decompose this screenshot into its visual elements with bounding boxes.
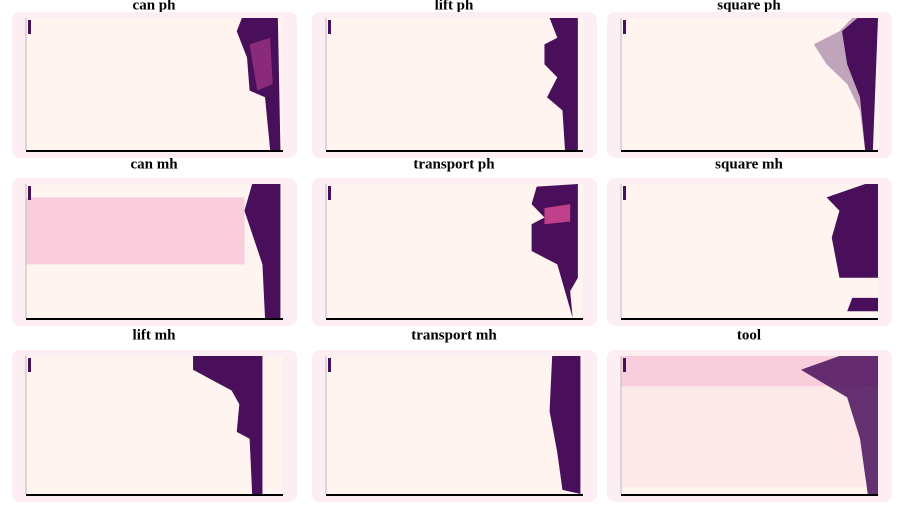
heatmap-panel: square mh bbox=[607, 156, 892, 326]
panel-title: square mh bbox=[715, 156, 783, 172]
heatmap-area bbox=[326, 18, 583, 150]
panel-title: transport ph bbox=[413, 156, 495, 172]
heatmap-panel: lift mh bbox=[12, 327, 297, 502]
marker bbox=[623, 20, 626, 34]
panel-title: tool bbox=[737, 327, 761, 343]
heat-region bbox=[826, 184, 878, 278]
marker bbox=[28, 20, 31, 34]
heat-region bbox=[544, 18, 578, 150]
heatmap-panel: can mh bbox=[12, 156, 297, 326]
heat-region bbox=[842, 18, 878, 150]
marker bbox=[28, 186, 31, 200]
panel-title: square ph bbox=[717, 0, 781, 13]
heat-region bbox=[544, 204, 571, 225]
panel-title: lift ph bbox=[435, 0, 474, 13]
marker bbox=[328, 358, 331, 372]
marker bbox=[623, 358, 626, 372]
heat-region bbox=[549, 356, 581, 494]
heatmap-area bbox=[621, 18, 878, 150]
heatmap-panel: transport mh bbox=[312, 327, 597, 502]
marker bbox=[623, 186, 626, 200]
marker bbox=[28, 358, 31, 372]
heatmap-panel: lift ph bbox=[312, 0, 597, 158]
heat-region bbox=[249, 37, 273, 91]
heat-region bbox=[800, 356, 878, 494]
heat-region bbox=[244, 184, 281, 318]
heatmap-panel: square ph bbox=[607, 0, 892, 158]
heat-region bbox=[193, 356, 263, 494]
heatmap-panel: can ph bbox=[12, 0, 297, 158]
heat-region bbox=[26, 197, 245, 265]
panel-title: lift mh bbox=[133, 327, 177, 343]
heatmap-panel: transport ph bbox=[312, 156, 597, 326]
heat-region bbox=[621, 386, 866, 488]
heatmap-panel: tool bbox=[607, 327, 892, 502]
heatmap-area bbox=[326, 356, 583, 494]
panel-title: can ph bbox=[133, 0, 177, 13]
marker bbox=[328, 186, 331, 200]
heat-region bbox=[847, 297, 878, 312]
panel-title: transport mh bbox=[411, 327, 497, 343]
panel-title: can mh bbox=[130, 156, 178, 172]
marker bbox=[328, 20, 331, 34]
